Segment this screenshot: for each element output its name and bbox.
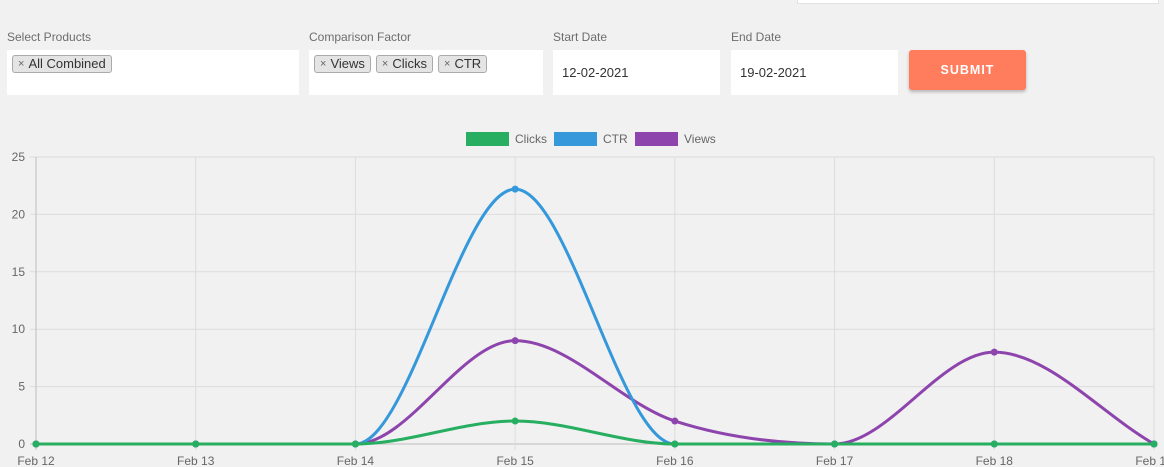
y-tick-label: 25 [12, 150, 26, 164]
x-tick-label: Feb 14 [337, 454, 375, 467]
legend-label-views: Views [684, 132, 716, 146]
x-tick-label: Feb 17 [816, 454, 854, 467]
x-tick-label: Feb 18 [976, 454, 1014, 467]
comparison-factor-label: Comparison Factor [309, 30, 412, 44]
factor-tag-label: Clicks [392, 56, 427, 71]
select-products-label: Select Products [7, 30, 92, 44]
end-date-label: End Date [731, 30, 782, 44]
end-date-value: 19-02-2021 [740, 65, 807, 80]
legend-swatch-views [635, 132, 678, 146]
legend-item-clicks[interactable]: Clicks [466, 132, 547, 146]
y-tick-label: 10 [12, 322, 26, 336]
legend-label-ctr: CTR [603, 132, 628, 146]
x-tick-label: Feb 13 [177, 454, 215, 467]
legend-swatch-ctr [554, 132, 597, 146]
legend-item-ctr[interactable]: CTR [554, 132, 628, 146]
series-line-ctr [34, 187, 1156, 446]
data-point-ctr [511, 185, 519, 193]
header-search-box-edge [797, 0, 1159, 4]
data-point-clicks [511, 417, 519, 425]
data-point-views [671, 417, 679, 425]
data-point-clicks [1150, 440, 1158, 448]
series-line-clicks [34, 419, 1156, 446]
start-date-input[interactable]: 12-02-2021 [553, 50, 720, 95]
data-point-views [990, 348, 998, 356]
start-date-value: 12-02-2021 [562, 65, 629, 80]
select-products-field[interactable]: × All Combined [7, 50, 299, 95]
data-point-clicks [831, 440, 839, 448]
start-date-label: Start Date [553, 30, 608, 44]
x-tick-label: Feb 12 [17, 454, 55, 467]
factor-tag-label: CTR [454, 56, 482, 71]
data-point-clicks [351, 440, 359, 448]
x-tick-label: Feb 19 [1135, 454, 1164, 467]
data-point-clicks [671, 440, 679, 448]
product-tag-all-combined[interactable]: × All Combined [12, 55, 112, 73]
x-tick-label: Feb 15 [496, 454, 534, 467]
series-line-views [34, 339, 1156, 446]
comparison-factor-field[interactable]: × Views × Clicks × CTR [309, 50, 543, 95]
factor-tag-ctr[interactable]: × CTR [438, 55, 488, 73]
legend-label-clicks: Clicks [515, 132, 547, 146]
remove-tag-icon[interactable]: × [18, 58, 25, 70]
y-tick-label: 20 [12, 207, 26, 221]
data-point-clicks [990, 440, 998, 448]
y-tick-label: 5 [18, 380, 25, 394]
x-tick-label: Feb 16 [656, 454, 694, 467]
remove-tag-icon[interactable]: × [381, 58, 389, 70]
end-date-input[interactable]: 19-02-2021 [731, 50, 898, 95]
product-tag-label: All Combined [28, 56, 106, 71]
remove-tag-icon[interactable]: × [320, 58, 327, 70]
factor-tag-views[interactable]: × Views [314, 55, 371, 73]
chart-legend: Clicks CTR Views [0, 132, 1164, 150]
submit-button[interactable]: SUBMIT [909, 50, 1026, 90]
factor-tag-label: Views [330, 56, 365, 71]
legend-item-views[interactable]: Views [635, 132, 716, 146]
data-point-views [511, 337, 519, 345]
legend-swatch-clicks [466, 132, 509, 146]
data-point-clicks [192, 440, 200, 448]
y-tick-label: 15 [12, 265, 26, 279]
factor-tag-clicks[interactable]: × Clicks [375, 55, 433, 73]
remove-tag-icon[interactable]: × [444, 58, 451, 70]
line-chart: 0 5 10 15 20 25 Feb 12 Feb 13 Feb 14 Feb 15 Feb 16… [12, 150, 1164, 467]
y-tick-label: 0 [18, 437, 25, 451]
data-point-clicks [32, 440, 40, 448]
